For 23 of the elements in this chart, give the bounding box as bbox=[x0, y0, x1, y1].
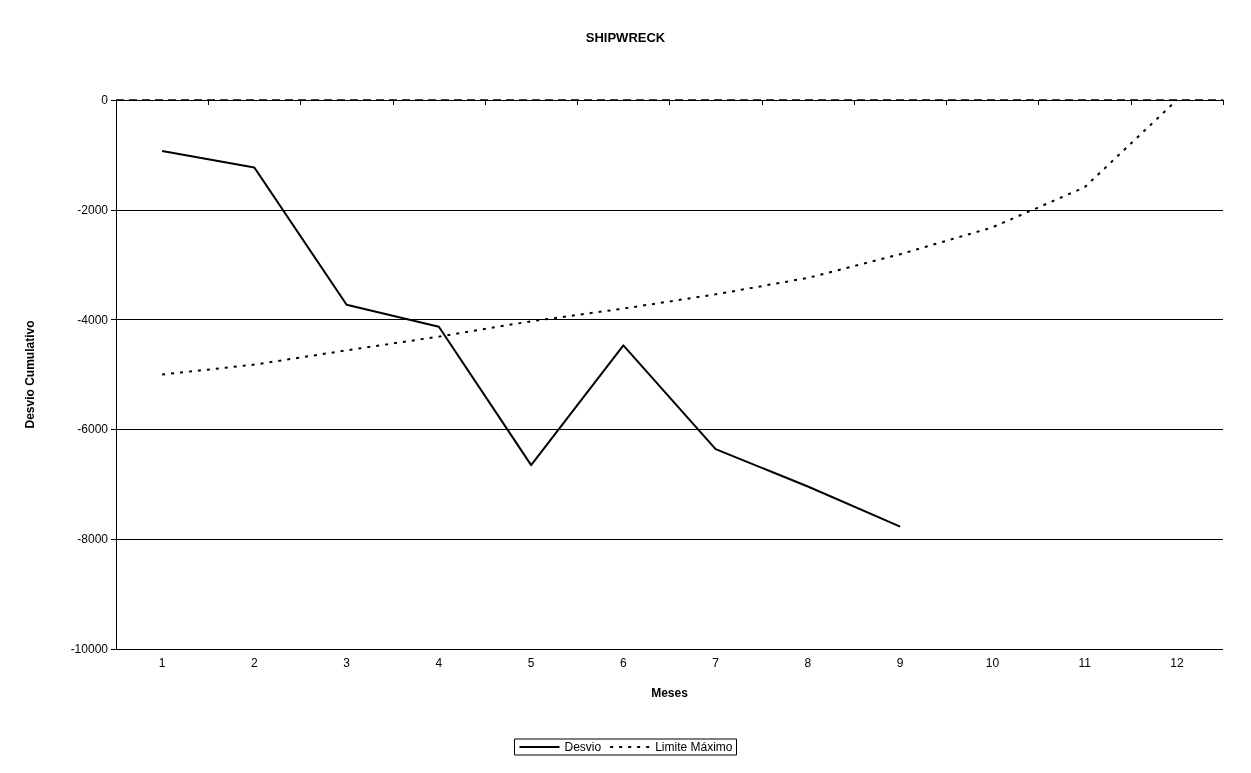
y-tick-label: -2000 bbox=[77, 202, 109, 217]
x-tick-label: 5 bbox=[527, 656, 535, 670]
x-tick-label: 3 bbox=[343, 656, 351, 670]
x-tick-label: 1 bbox=[158, 656, 166, 670]
y-tick-label: -8000 bbox=[77, 532, 109, 547]
y-tick-label: -10000 bbox=[70, 642, 109, 656]
y-axis-title: Desvio Cumulativo bbox=[23, 320, 37, 429]
x-axis-title: Meses bbox=[651, 686, 689, 700]
x-tick-label: 6 bbox=[620, 656, 628, 670]
x-tick-label: 12 bbox=[1170, 656, 1184, 670]
x-tick-label: 8 bbox=[804, 656, 812, 670]
chart-title: SHIPWRECK bbox=[585, 30, 666, 45]
legend-label: Limite Máximo bbox=[655, 740, 733, 754]
x-tick-label: 9 bbox=[896, 656, 904, 670]
x-tick-label: 10 bbox=[985, 656, 1000, 670]
x-tick-label: 4 bbox=[435, 656, 443, 670]
x-tick-label: 11 bbox=[1078, 656, 1092, 670]
y-tick-label: 0 bbox=[101, 93, 109, 107]
x-tick-label: 2 bbox=[251, 656, 259, 670]
x-tick-label: 7 bbox=[712, 656, 720, 670]
y-tick-label: -6000 bbox=[77, 422, 109, 437]
legend-label: Desvio bbox=[564, 740, 602, 754]
y-tick-label: -4000 bbox=[77, 312, 109, 327]
